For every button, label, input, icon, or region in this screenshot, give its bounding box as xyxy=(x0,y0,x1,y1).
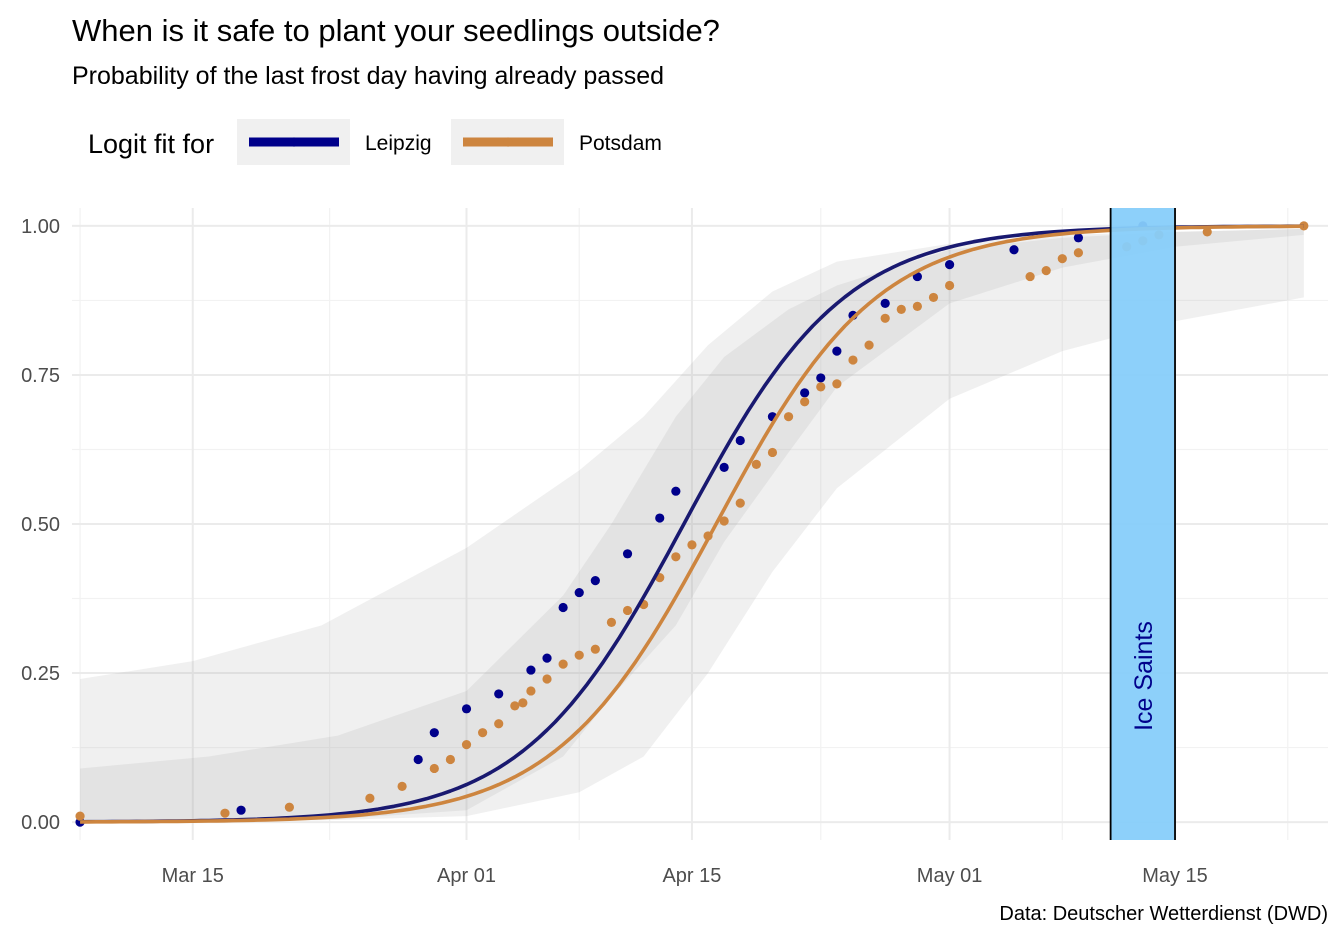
legend-entries: Leipzig Potsdam xyxy=(237,119,662,165)
data-point-potsdam xyxy=(284,802,294,812)
data-point-potsdam xyxy=(1202,227,1212,237)
data-point-leipzig xyxy=(1009,245,1019,255)
data-point-potsdam xyxy=(445,754,456,765)
data-point-leipzig xyxy=(800,388,810,398)
data-point-leipzig xyxy=(461,704,472,714)
data-point-potsdam xyxy=(671,552,681,562)
data-point-potsdam xyxy=(526,686,536,696)
data-point-potsdam xyxy=(1041,266,1051,276)
data-point-potsdam xyxy=(429,763,439,774)
confidence-ribbon-leipzig xyxy=(80,228,1304,823)
data-point-leipzig xyxy=(671,486,681,496)
data-point-potsdam xyxy=(478,728,488,738)
data-point-leipzig xyxy=(558,602,568,613)
data-point-potsdam xyxy=(1025,271,1035,282)
y-tick-label: 0.75 xyxy=(21,365,60,387)
ice-saints-band xyxy=(1110,208,1176,840)
data-point-potsdam xyxy=(574,650,584,660)
data-point-potsdam xyxy=(558,659,568,669)
x-tick-label: May 01 xyxy=(917,865,983,887)
y-tick-label: 0.50 xyxy=(21,514,60,536)
data-point-potsdam xyxy=(751,459,761,469)
data-point-leipzig xyxy=(590,576,600,586)
chart-subtitle: Probability of the last frost day having… xyxy=(72,62,664,90)
data-point-leipzig xyxy=(880,298,890,308)
logit-fit-lines xyxy=(80,224,1304,824)
data-point-leipzig xyxy=(413,754,423,765)
data-point-potsdam xyxy=(590,644,600,654)
data-point-potsdam xyxy=(912,301,922,311)
axis-labels: Mar 15 Apr 01 Apr 15 May 01 May 15 0.00 0.25 0.… xyxy=(21,216,1208,887)
legend-label-potsdam: Potsdam xyxy=(579,132,662,155)
data-point-potsdam xyxy=(864,340,874,350)
data-point-leipzig xyxy=(816,373,826,383)
data-point-leipzig xyxy=(542,653,552,663)
data-point-potsdam xyxy=(848,355,858,365)
data-point-potsdam xyxy=(687,540,697,550)
confidence-ribbons xyxy=(80,228,1304,823)
confidence-ribbon-potsdam xyxy=(80,228,1304,823)
x-tick-label: Mar 15 xyxy=(162,865,224,887)
data-point-potsdam xyxy=(461,740,472,750)
data-point-potsdam xyxy=(1057,254,1067,264)
data-point-leipzig xyxy=(429,728,439,738)
x-tick-label: Apr 15 xyxy=(662,865,721,887)
data-point-leipzig xyxy=(655,513,665,523)
data-point-potsdam xyxy=(783,412,794,422)
data-point-potsdam xyxy=(800,397,810,407)
data-point-leipzig xyxy=(236,805,246,815)
data-point-potsdam xyxy=(397,781,407,791)
x-tick-label: Apr 01 xyxy=(437,865,496,887)
data-point-potsdam xyxy=(606,617,617,627)
data-point-potsdam xyxy=(75,811,85,821)
data-point-potsdam xyxy=(518,698,528,708)
ice-saints-label: Ice Saints xyxy=(1130,621,1158,731)
data-point-potsdam xyxy=(510,701,520,711)
legend-label-leipzig: Leipzig xyxy=(365,132,432,155)
data-point-leipzig xyxy=(1073,233,1084,243)
data-point-potsdam xyxy=(944,280,955,291)
y-tick-label: 0.00 xyxy=(21,812,60,834)
data-point-potsdam xyxy=(494,719,504,729)
annotations: Ice Saints xyxy=(1109,208,1176,840)
data-point-potsdam xyxy=(928,292,939,303)
fit-line-potsdam xyxy=(80,224,1304,824)
data-point-leipzig xyxy=(719,462,729,472)
legend-title: Logit fit for xyxy=(88,129,214,159)
data-point-leipzig xyxy=(526,665,536,675)
chart-caption: Data: Deutscher Wetterdienst (DWD) xyxy=(999,903,1328,925)
data-point-leipzig xyxy=(735,435,745,446)
y-tick-label: 1.00 xyxy=(21,216,60,238)
legend: Logit fit for Leipzig Potsdam xyxy=(88,119,662,165)
data-point-potsdam xyxy=(365,793,375,803)
y-tick-label: 0.25 xyxy=(21,663,60,685)
data-point-potsdam xyxy=(767,447,778,458)
legend-key-point-leipzig xyxy=(289,137,299,147)
data-point-leipzig xyxy=(574,587,584,598)
data-point-potsdam xyxy=(1073,248,1084,258)
data-point-potsdam xyxy=(735,498,745,508)
data-point-potsdam xyxy=(220,808,230,818)
data-point-leipzig xyxy=(494,689,504,699)
x-tick-label: May 15 xyxy=(1142,865,1208,887)
data-point-potsdam xyxy=(896,304,906,314)
data-point-potsdam xyxy=(880,313,890,323)
data-point-potsdam xyxy=(1299,221,1309,231)
chart-title: When is it safe to plant your seedlings … xyxy=(72,13,720,48)
data-point-potsdam xyxy=(832,379,842,389)
data-point-leipzig xyxy=(832,346,842,356)
data-point-potsdam xyxy=(816,382,826,392)
data-point-leipzig xyxy=(622,549,633,559)
legend-key-point-potsdam xyxy=(503,137,513,147)
data-point-leipzig xyxy=(944,260,955,270)
data-point-potsdam xyxy=(719,516,729,526)
data-point-potsdam xyxy=(542,674,552,684)
data-point-potsdam xyxy=(622,605,633,616)
